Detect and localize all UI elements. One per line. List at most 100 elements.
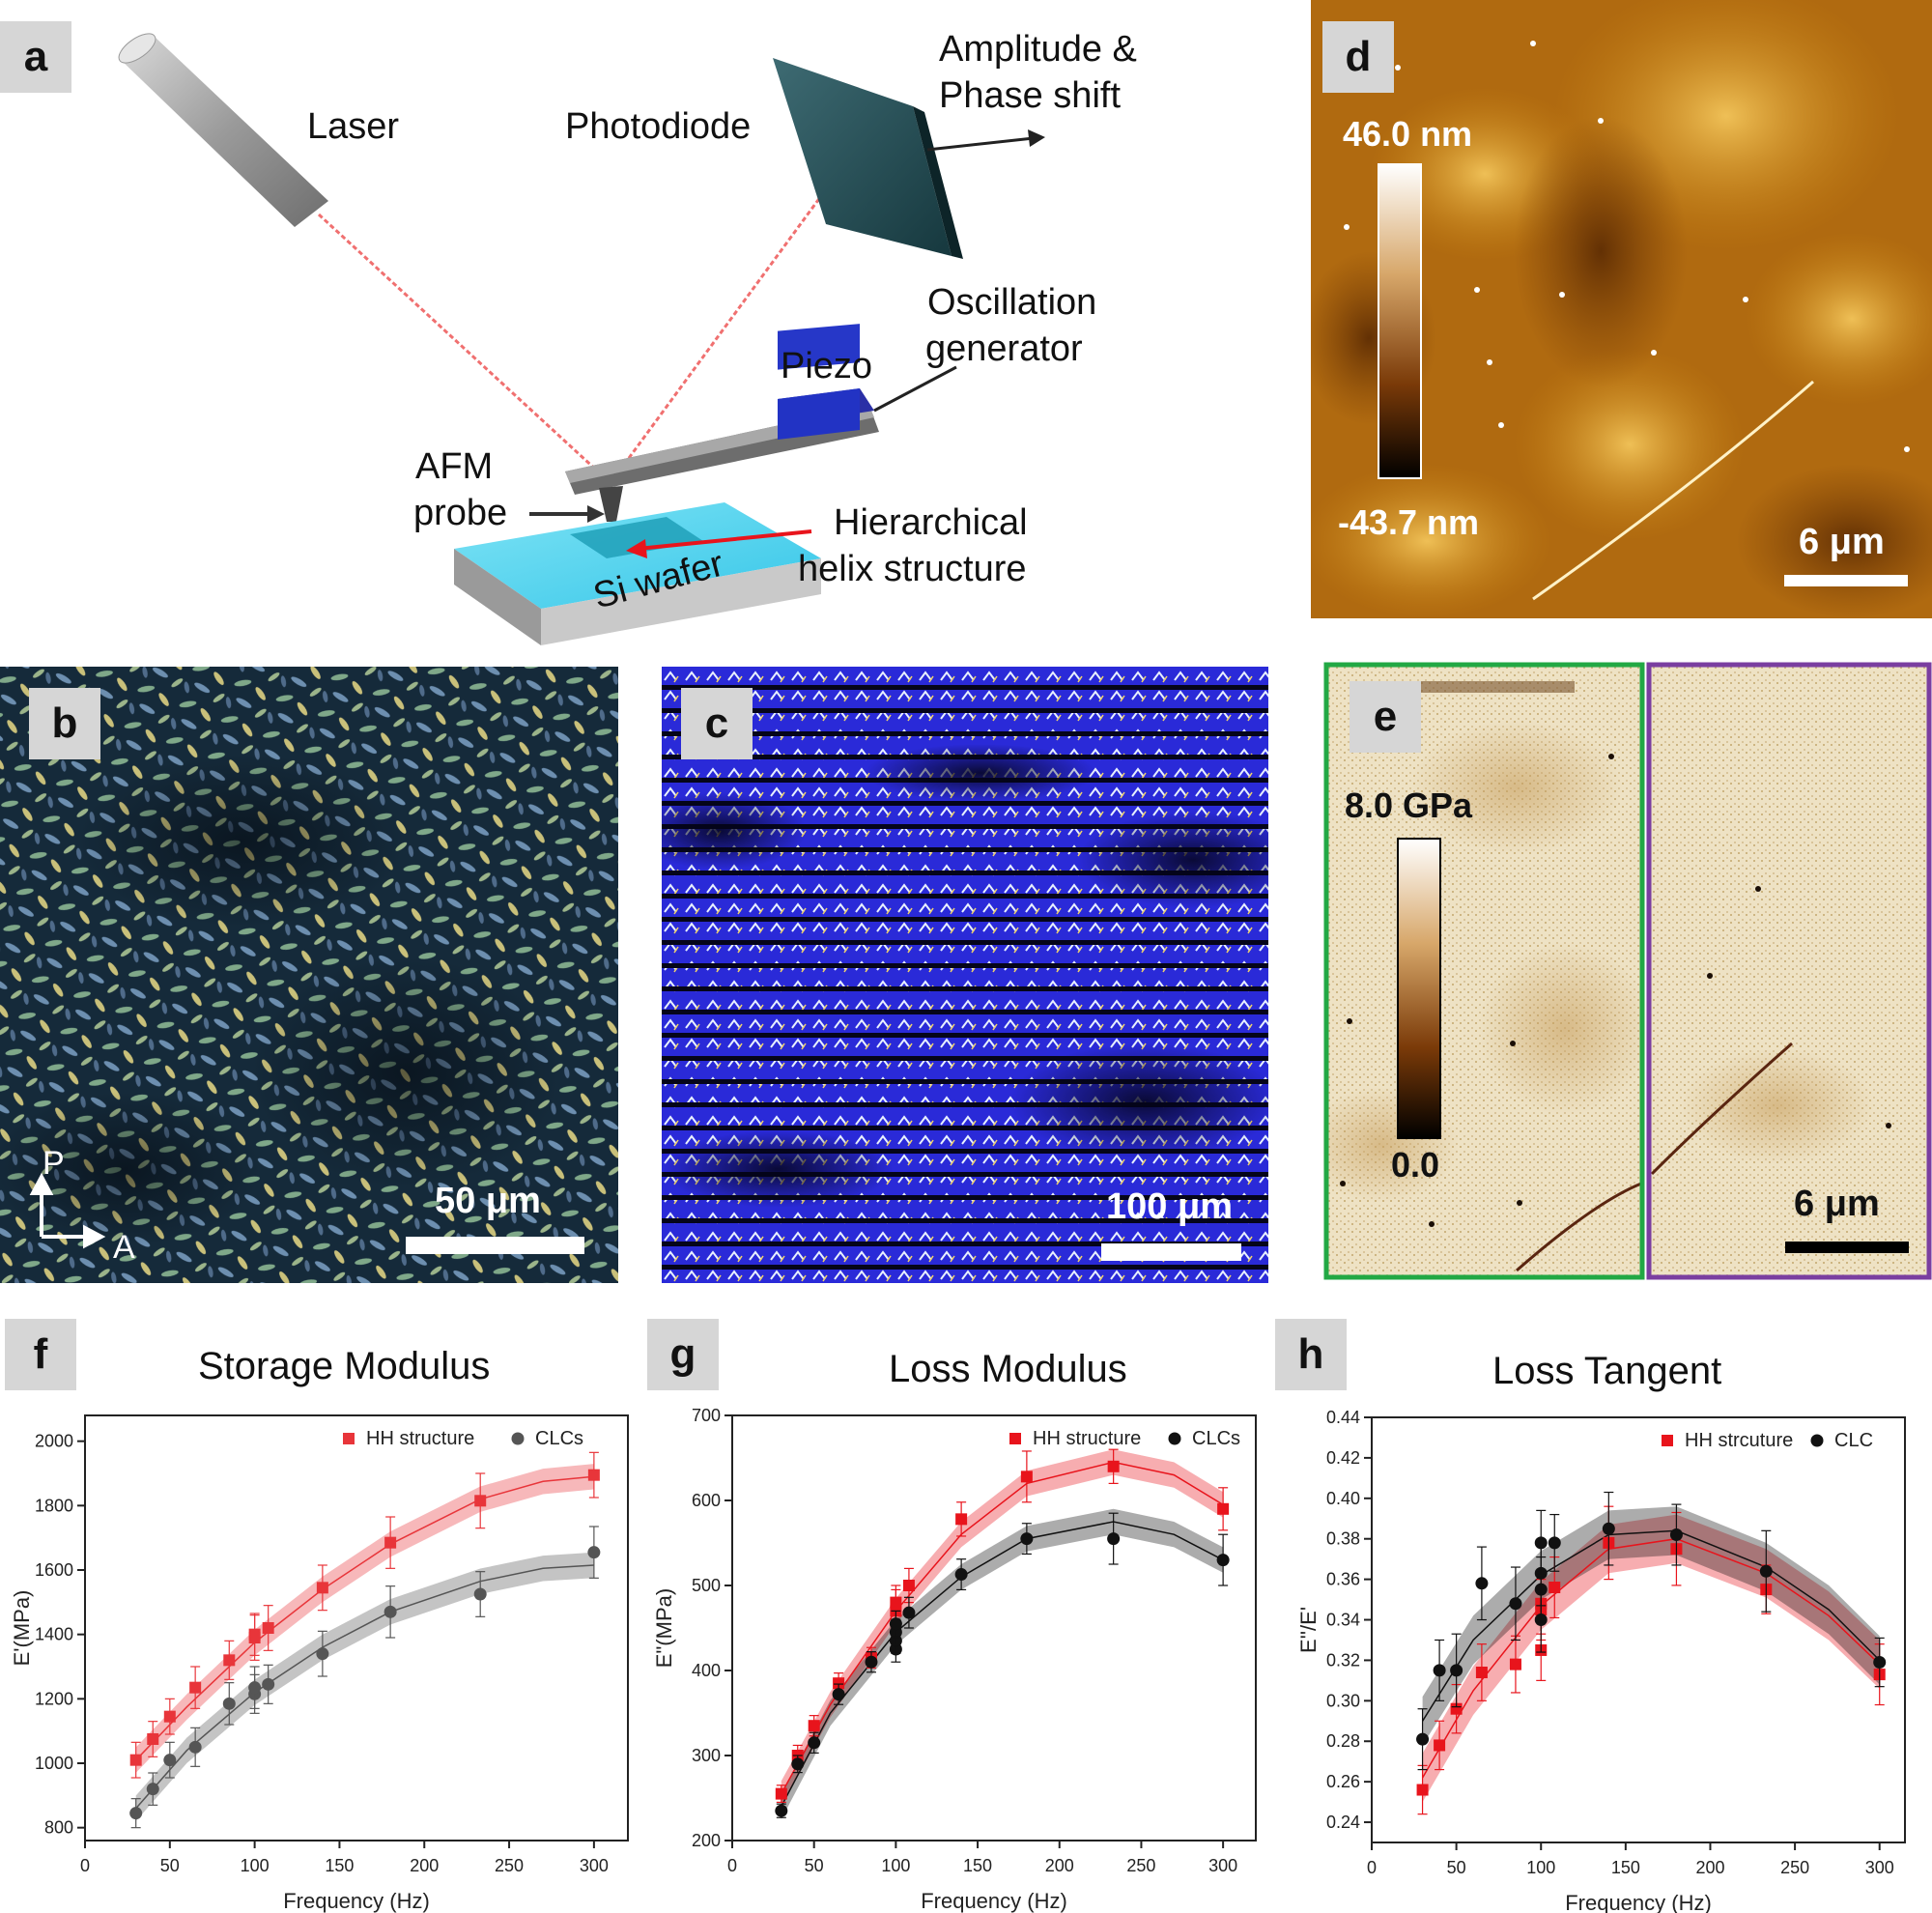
reflected-beam bbox=[609, 156, 852, 484]
data-point bbox=[1020, 1532, 1034, 1546]
confidence-band bbox=[1422, 1514, 1880, 1803]
data-point bbox=[1602, 1522, 1615, 1535]
panel-letter-c: c bbox=[681, 688, 753, 759]
plot-frame bbox=[1371, 1416, 1906, 1843]
data-point bbox=[954, 1568, 968, 1582]
data-point bbox=[808, 1736, 821, 1750]
label-hierarchical: Hierarchical bbox=[834, 502, 1028, 543]
x-tick-label: 300 bbox=[580, 1856, 609, 1875]
label-phase-shift: Phase shift bbox=[939, 75, 1121, 116]
panel-letter-e: e bbox=[1350, 681, 1421, 753]
chart-panel-f: f Storage Modulus 0 50 100 150 200 250 300 800 1… bbox=[0, 1314, 638, 1913]
panel-letter-d: d bbox=[1322, 21, 1394, 93]
label-analyzer: A bbox=[113, 1229, 135, 1266]
y-axis-label: E'(MPa) bbox=[10, 1590, 34, 1667]
data-point bbox=[222, 1697, 236, 1710]
data-point bbox=[473, 1587, 487, 1601]
arrowhead-icon bbox=[626, 539, 647, 558]
label-photodiode: Photodiode bbox=[565, 106, 752, 147]
data-point bbox=[1416, 1784, 1429, 1796]
data-point bbox=[1450, 1664, 1463, 1677]
y-tick-label: 0.32 bbox=[1326, 1650, 1360, 1670]
label-generator: generator bbox=[925, 328, 1083, 369]
y-tick-label: 0.42 bbox=[1326, 1448, 1360, 1468]
y-tick-label: 0.28 bbox=[1326, 1731, 1360, 1751]
panel-letter-a: a bbox=[0, 21, 71, 93]
y-tick-label: 0.36 bbox=[1326, 1570, 1360, 1589]
x-tick-label: 50 bbox=[1447, 1858, 1466, 1877]
data-point bbox=[1509, 1597, 1522, 1611]
y-tick-label: 1800 bbox=[35, 1496, 73, 1515]
data-point bbox=[147, 1733, 159, 1745]
data-point bbox=[1475, 1577, 1489, 1590]
data-point bbox=[1216, 1554, 1230, 1567]
piezo-icon bbox=[778, 324, 874, 440]
scale-label-b: 50 μm bbox=[435, 1181, 541, 1221]
x-tick-label: 250 bbox=[1126, 1856, 1155, 1875]
legend-marker bbox=[511, 1432, 525, 1445]
data-point bbox=[262, 1622, 274, 1634]
data-point bbox=[316, 1647, 329, 1661]
y-tick-label: 1400 bbox=[35, 1625, 73, 1644]
label-afm: AFM bbox=[415, 446, 494, 487]
y-tick-label: 0.38 bbox=[1326, 1529, 1360, 1549]
plot-frame bbox=[731, 1414, 1257, 1842]
y-tick-label: 0.30 bbox=[1326, 1691, 1360, 1710]
photodiode-icon bbox=[773, 58, 963, 259]
confidence-band bbox=[781, 1508, 1224, 1819]
legend-marker bbox=[1168, 1432, 1181, 1445]
data-point bbox=[775, 1804, 788, 1817]
colorbar-modulus bbox=[1397, 838, 1441, 1139]
legend-label: HH strcuture bbox=[1685, 1430, 1793, 1451]
legend-label: CLCs bbox=[1192, 1428, 1240, 1449]
legend-label: HH structure bbox=[366, 1428, 474, 1449]
data-point bbox=[1433, 1664, 1446, 1677]
label-polarizer: P bbox=[43, 1145, 65, 1182]
data-point bbox=[902, 1580, 915, 1591]
confidence-band bbox=[781, 1449, 1224, 1807]
chart-f: 0 50 100 150 200 250 300 800 1000 1200 1400 1600 180… bbox=[10, 1414, 629, 1913]
x-axis-label: Frequency (Hz) bbox=[1565, 1891, 1712, 1913]
data-point bbox=[1548, 1536, 1561, 1550]
chart-title: Loss Tangent bbox=[1492, 1350, 1722, 1392]
laser-icon bbox=[118, 33, 328, 227]
data-point bbox=[384, 1536, 397, 1549]
y-tick-label: 500 bbox=[692, 1576, 721, 1595]
signal-arrow bbox=[926, 136, 1035, 152]
y-tick-label: 800 bbox=[44, 1818, 73, 1838]
x-tick-label: 200 bbox=[410, 1856, 439, 1875]
x-tick-label: 200 bbox=[1695, 1858, 1724, 1877]
y-axis-label: E"(MPa) bbox=[652, 1588, 676, 1668]
data-point bbox=[890, 1596, 902, 1609]
data-point bbox=[189, 1681, 202, 1694]
y-tick-label: 0.40 bbox=[1326, 1489, 1360, 1508]
data-point bbox=[163, 1754, 177, 1767]
data-point bbox=[808, 1720, 820, 1732]
y-tick-label: 0.44 bbox=[1326, 1408, 1360, 1427]
data-point bbox=[1509, 1658, 1521, 1670]
chart-g: 0 50 100 150 200 250 300 200 300 400 500 600 700 Freq… bbox=[652, 1406, 1257, 1913]
label-amplitude: Amplitude & bbox=[939, 29, 1137, 70]
data-point bbox=[955, 1513, 968, 1526]
arrowhead-icon bbox=[1028, 129, 1045, 147]
data-point bbox=[791, 1757, 805, 1771]
colorbar-max-label-e: 8.0 GPa bbox=[1345, 785, 1473, 825]
y-tick-label: 700 bbox=[692, 1406, 721, 1425]
x-tick-label: 200 bbox=[1045, 1856, 1074, 1875]
x-tick-label: 100 bbox=[881, 1856, 910, 1875]
y-tick-label: 1600 bbox=[35, 1560, 73, 1580]
legend-label: CLC bbox=[1834, 1430, 1873, 1451]
label-laser: Laser bbox=[307, 106, 400, 147]
legend-marker bbox=[343, 1433, 355, 1444]
panel-letter-b: b bbox=[29, 688, 100, 759]
y-tick-label: 200 bbox=[692, 1831, 721, 1850]
data-point bbox=[146, 1783, 159, 1796]
data-point bbox=[902, 1606, 916, 1619]
label-piezo: Piezo bbox=[781, 346, 873, 386]
afm-schematic bbox=[118, 33, 1045, 645]
panel-letter-g: g bbox=[647, 1319, 719, 1390]
data-point bbox=[248, 1628, 261, 1641]
data-point bbox=[1416, 1732, 1430, 1746]
data-point bbox=[1475, 1667, 1488, 1678]
fit-line bbox=[1421, 1529, 1881, 1722]
